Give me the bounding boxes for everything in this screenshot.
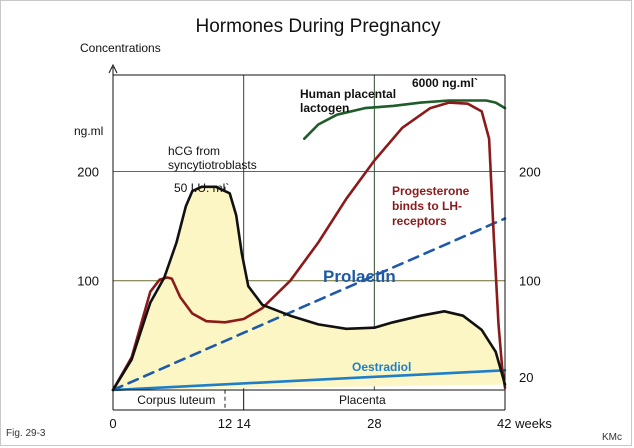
x-tick-42: 42 weeks (497, 416, 552, 431)
x-tick-14: 14 (236, 416, 250, 431)
y-tick-left-100: 100 (77, 274, 99, 289)
hcg-label-line2: syncytiotroblasts (168, 158, 257, 172)
oestradiol-label: Oestradiol (352, 360, 411, 374)
credit-label: KMc (602, 432, 622, 443)
phase-label-1: Placenta (339, 393, 386, 407)
hcg-label-line1: hCG from (168, 144, 220, 158)
y-tick-right-100: 100 (519, 274, 541, 289)
progesterone-label-line2: binds to LH- (392, 199, 462, 213)
y-tick-left-200: 200 (77, 164, 99, 179)
series-layer (111, 99, 507, 392)
hpl-label-line1: Human placental (300, 87, 396, 101)
x-tick-12: 12 (218, 416, 232, 431)
y-axis-label: Concentrations (80, 41, 161, 55)
progesterone-label-line1: Progesterone (392, 184, 470, 198)
series-line-hcg-from-syncytiotroblasts (111, 185, 507, 392)
series-line-progesterone-binds-to-lh-receptors (111, 101, 507, 392)
hpl-label-line2: lactogen (300, 101, 349, 115)
progesterone-label-line3: receptors (392, 214, 447, 228)
y-unit-label: ng.ml (74, 124, 103, 138)
hcg-area (113, 186, 505, 390)
hpl-peak-label: 6000 ng.ml` (412, 76, 478, 90)
prolactin-label: Prolactin (323, 267, 396, 286)
chart-title: Hormones During Pregnancy (195, 16, 441, 37)
y-axis-arrow (108, 63, 118, 74)
y-tick-right-20: 20 (519, 370, 533, 385)
series-line-prolactin (111, 217, 507, 392)
y-tick-right-200: 200 (519, 164, 541, 179)
series-line-oestradiol (111, 369, 507, 392)
phase-label-0: Corpus luteum (137, 393, 215, 407)
figure-caption: Fig. 29-3 (6, 428, 46, 439)
hcg-peak-label: 50 I.U. ml` (174, 181, 229, 195)
x-tick-0: 0 (109, 416, 116, 431)
axes-layer: Corpus luteum Placenta 100 200 20 100 200 0 12 14… (77, 63, 552, 431)
x-tick-28: 28 (367, 416, 381, 431)
series-line-human-placental-lactogen (303, 99, 507, 140)
